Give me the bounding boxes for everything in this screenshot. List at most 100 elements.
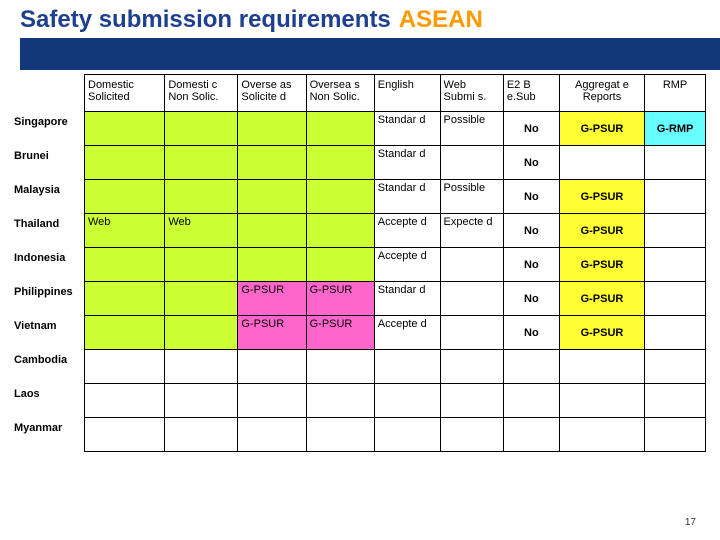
table-cell [165, 112, 238, 146]
table-cell [85, 112, 165, 146]
title-region: ASEAN [399, 6, 483, 34]
column-header: Oversea s Non Solic. [306, 75, 374, 112]
table-cell [374, 384, 440, 418]
table-cell: G-PSUR [238, 316, 306, 350]
column-header: Domestic Solicited [85, 75, 165, 112]
table-cell [440, 248, 503, 282]
table-row: Standar dPossibleNoG-PSURG-RMP [85, 112, 706, 146]
table-cell [238, 418, 306, 452]
table-cell: No [503, 214, 559, 248]
column-header: English [374, 75, 440, 112]
table-cell: No [503, 112, 559, 146]
table-cell [238, 112, 306, 146]
table-cell [559, 350, 644, 384]
table-cell: Web [85, 214, 165, 248]
table-cell [559, 384, 644, 418]
table-row [85, 350, 706, 384]
table-cell [440, 146, 503, 180]
column-header: E2 B e.Sub [503, 75, 559, 112]
column-header: Domesti c Non Solic. [165, 75, 238, 112]
logo-subtext: www.diahome.org [646, 31, 702, 38]
table-cell: Possible [440, 180, 503, 214]
table-container: Domestic SolicitedDomesti c Non Solic.Ov… [0, 70, 720, 452]
column-header: RMP [645, 75, 706, 112]
table-cell [238, 248, 306, 282]
country-label: Laos [14, 384, 84, 400]
table-cell: Possible [440, 112, 503, 146]
table-cell [306, 180, 374, 214]
table-cell [85, 350, 165, 384]
table-cell: G-PSUR [559, 282, 644, 316]
table-row: Accepte dNoG-PSUR [85, 248, 706, 282]
table-cell: Web [165, 214, 238, 248]
table-cell [306, 112, 374, 146]
table-cell [238, 350, 306, 384]
table-cell [85, 282, 165, 316]
table-cell [306, 384, 374, 418]
country-label: Malaysia [14, 180, 84, 196]
table-row: G-PSURG-PSURAccepte dNoG-PSUR [85, 316, 706, 350]
table-cell [645, 180, 706, 214]
table-cell: Standar d [374, 180, 440, 214]
table-cell [85, 418, 165, 452]
title-main: Safety submission requirements [20, 6, 391, 34]
table-cell: Standar d [374, 146, 440, 180]
table-cell: No [503, 146, 559, 180]
table-cell: Accepte d [374, 316, 440, 350]
table-cell [645, 350, 706, 384]
globe-icon [682, 14, 698, 30]
table-cell [374, 418, 440, 452]
table-cell [85, 248, 165, 282]
table-cell [85, 180, 165, 214]
table-cell [238, 384, 306, 418]
table-cell [165, 418, 238, 452]
table-cell: G-PSUR [559, 180, 644, 214]
table-cell [238, 214, 306, 248]
slide-header: Safety submission requirements ASEAN DIA… [0, 0, 720, 70]
table-cell [440, 418, 503, 452]
country-label: Brunei [14, 146, 84, 162]
country-label: Cambodia [14, 350, 84, 366]
country-label: Philippines [14, 282, 84, 298]
table-cell: No [503, 316, 559, 350]
table-cell [306, 214, 374, 248]
table-cell [238, 146, 306, 180]
country-label: Vietnam [14, 316, 84, 332]
table-cell [645, 248, 706, 282]
table-cell: Standar d [374, 282, 440, 316]
table-cell [440, 316, 503, 350]
table-cell [85, 146, 165, 180]
table-cell [645, 282, 706, 316]
table-cell [440, 384, 503, 418]
table-cell: No [503, 180, 559, 214]
column-header: Overse as Solicite d [238, 75, 306, 112]
table-cell [559, 146, 644, 180]
table-cell [165, 180, 238, 214]
table-cell: G-PSUR [559, 112, 644, 146]
table-cell [306, 350, 374, 384]
table-cell [165, 350, 238, 384]
table-cell [165, 282, 238, 316]
table-cell: G-PSUR [559, 316, 644, 350]
table-cell: Standar d [374, 112, 440, 146]
table-cell [503, 350, 559, 384]
table-cell [306, 248, 374, 282]
table-cell: Accepte d [374, 214, 440, 248]
column-header: Web Submi s. [440, 75, 503, 112]
table-cell [503, 384, 559, 418]
table-row: Standar d No [85, 146, 706, 180]
table-cell [503, 418, 559, 452]
country-label: Singapore [14, 112, 84, 128]
country-label: Thailand [14, 214, 84, 230]
table-cell [440, 350, 503, 384]
table-row [85, 384, 706, 418]
table-row: WebWebAccepte dExpecte dNoG-PSUR [85, 214, 706, 248]
table-cell [165, 316, 238, 350]
table-cell: No [503, 248, 559, 282]
table-header-row: Domestic SolicitedDomesti c Non Solic.Ov… [85, 75, 706, 112]
table-cell [165, 384, 238, 418]
table-cell: Accepte d [374, 248, 440, 282]
table-cell [645, 146, 706, 180]
country-label: Myanmar [14, 418, 84, 434]
table-cell [559, 418, 644, 452]
